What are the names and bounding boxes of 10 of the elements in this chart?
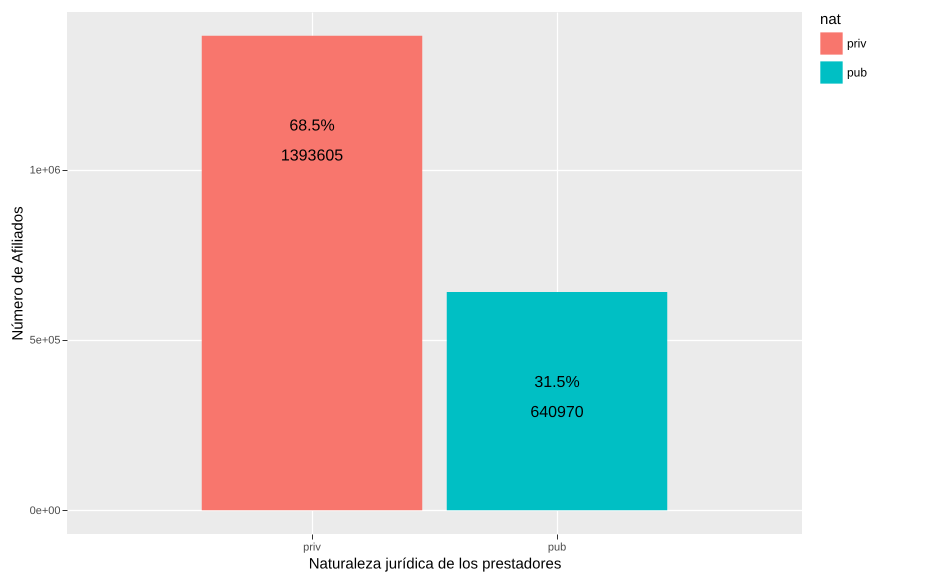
- y-tick-label: 5e+05: [30, 334, 60, 347]
- legend-label: priv: [847, 36, 866, 50]
- y-axis-title: Número de Afiliados: [10, 206, 27, 341]
- x-axis-title: Naturaleza jurídica de los prestadores: [308, 556, 562, 572]
- data-label: 68.5% 1393605: [280, 118, 344, 165]
- legend-title: nat: [820, 11, 842, 28]
- y-tick-label: 1e+06: [30, 164, 60, 176]
- legend-label: pub: [847, 66, 868, 80]
- y-tick-label: 0e+00: [30, 504, 60, 517]
- data-label: 31.5% 640970: [530, 374, 584, 422]
